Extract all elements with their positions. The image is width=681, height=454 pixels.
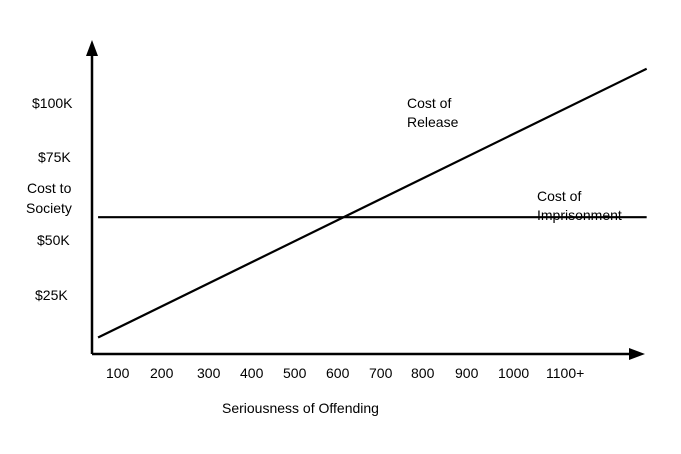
series-label-imprisonment-line1: Cost of (537, 188, 581, 204)
x-tick-label: 1100+ (546, 365, 584, 381)
x-axis-label: Seriousness of Offending (222, 400, 379, 416)
x-tick-label: 200 (150, 365, 174, 381)
x-tick-label: 100 (106, 365, 130, 381)
y-tick-label: $50K (37, 232, 70, 248)
x-tick-label: 800 (411, 365, 435, 381)
x-tick-label: 900 (455, 365, 479, 381)
y-tick-label: $25K (35, 287, 68, 303)
y-tick-label: $75K (38, 149, 71, 165)
series-label-imprisonment-line2: Imprisonment (537, 207, 622, 223)
x-axis-arrow (629, 348, 645, 360)
series-label-release-line2: Release (407, 114, 459, 130)
x-tick-label: 500 (283, 365, 307, 381)
x-tick-label: 700 (369, 365, 393, 381)
x-tick-label: 1000 (498, 365, 529, 381)
series-label-release-line1: Cost of (407, 95, 451, 111)
x-tick-label: 600 (326, 365, 350, 381)
x-tick-label: 400 (240, 365, 264, 381)
y-tick-label: $100K (32, 95, 73, 111)
y-axis-label-line2: Society (26, 200, 72, 216)
x-tick-label: 300 (197, 365, 221, 381)
y-axis-arrow (86, 40, 98, 56)
series-line-cost-of-release (97, 67, 648, 339)
y-axis-label-line1: Cost to (27, 180, 72, 196)
